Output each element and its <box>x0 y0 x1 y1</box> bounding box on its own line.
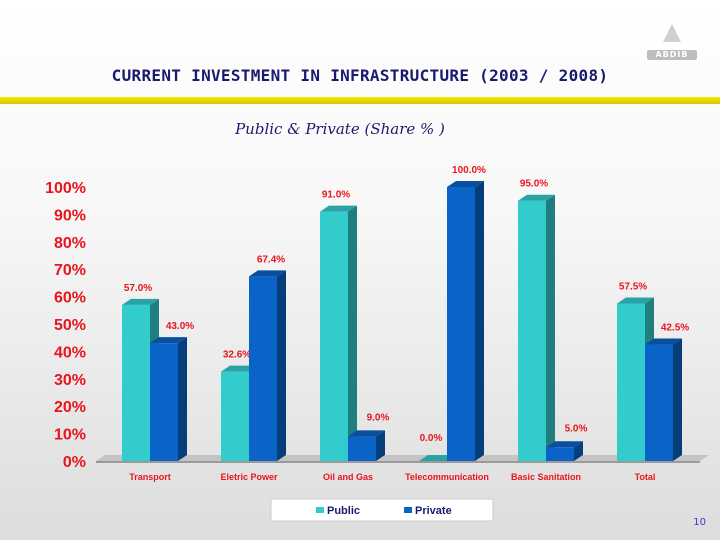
bar-side <box>475 181 484 461</box>
legend-label-public: Public <box>327 505 360 517</box>
data-label: 57.5% <box>619 281 647 292</box>
legend-box <box>270 498 494 522</box>
bar-front <box>645 344 673 461</box>
data-label: 67.4% <box>257 254 285 265</box>
bar-front <box>320 211 348 461</box>
legend-swatch-private <box>404 507 412 513</box>
y-tick-label: 40% <box>54 344 86 361</box>
y-tick-label: 50% <box>54 317 86 334</box>
bar-top <box>150 337 187 344</box>
legend-label-private: Private <box>415 505 452 517</box>
bar-public-4 <box>518 194 555 461</box>
bar-top <box>546 441 583 448</box>
y-tick-label: 10% <box>54 427 86 444</box>
bar-top <box>447 181 484 187</box>
bar-side <box>178 337 187 461</box>
logo-text: ABDIB <box>655 50 689 59</box>
bar-top <box>221 365 258 372</box>
bar-private-4 <box>546 441 583 461</box>
legend-swatch-public <box>316 507 324 513</box>
page-number: 10 <box>693 517 706 528</box>
data-label: 0.0% <box>420 433 443 444</box>
abdib-logo <box>647 12 697 60</box>
y-tick-label: 20% <box>54 399 86 416</box>
bar-front <box>221 371 249 461</box>
bar-top <box>518 194 555 201</box>
bar-top <box>617 297 654 304</box>
bar-top <box>249 270 286 277</box>
y-tick-label: 80% <box>54 235 86 252</box>
bar-side <box>376 430 385 461</box>
bar-private-2 <box>348 430 385 461</box>
bar-top <box>419 455 456 461</box>
y-tick-label: 90% <box>54 207 86 224</box>
bar-private-5 <box>645 338 682 461</box>
x-tick-label: Telecommunication <box>405 472 489 482</box>
title-divider <box>0 97 720 104</box>
data-label: 91.0% <box>322 190 350 201</box>
bar-side <box>277 270 286 461</box>
bar-side <box>546 194 555 461</box>
chart-subtitle: Public & Private (Share % ) <box>235 120 445 138</box>
bar-top <box>348 430 385 437</box>
x-tick-label: Basic Sanitation <box>511 472 581 482</box>
x-tick-label: Transport <box>129 472 171 482</box>
x-tick-label: Oil and Gas <box>323 472 373 482</box>
bar-private-1 <box>249 270 286 461</box>
data-label: 42.5% <box>661 323 689 334</box>
y-tick-label: 70% <box>54 262 86 279</box>
bar-front <box>249 276 277 461</box>
bar-front <box>546 447 574 461</box>
bar-public-3 <box>419 455 456 461</box>
x-tick-label: Total <box>635 472 656 482</box>
data-label: 100.0% <box>452 165 486 176</box>
bar-front <box>617 303 645 461</box>
bar-front <box>122 304 150 461</box>
data-label: 43.0% <box>166 321 194 332</box>
y-tick-label: 30% <box>54 372 86 389</box>
data-label: 5.0% <box>565 423 588 434</box>
bar-public-2 <box>320 205 357 461</box>
bar-front <box>518 200 546 461</box>
bar-chart: 0% 10% 20% 30% 40% 50% 60% 70% 80% 90% 100% 57.0% 43… <box>45 165 709 522</box>
y-tick-label: 0% <box>63 454 86 471</box>
bar-front <box>348 436 376 461</box>
bar-front <box>447 187 475 461</box>
data-label: 32.6% <box>223 350 251 361</box>
bar-private-0 <box>150 337 187 461</box>
chart-legend: Public Private <box>270 498 494 522</box>
bar-side <box>574 441 583 461</box>
y-tick-label: 100% <box>45 180 86 197</box>
bar-top <box>645 338 682 345</box>
bar-side <box>673 338 682 461</box>
bar-top <box>122 298 159 305</box>
chart-floor <box>96 461 700 463</box>
y-tick-label: 60% <box>54 290 86 307</box>
bar-side <box>348 205 357 461</box>
data-label: 57.0% <box>124 283 152 294</box>
bar-front <box>150 343 178 461</box>
bar-private-3 <box>447 181 484 461</box>
x-tick-label: Eletric Power <box>220 472 278 482</box>
page-title: CURRENT INVESTMENT IN INFRASTRUCTURE (20… <box>111 66 609 85</box>
data-label: 95.0% <box>520 179 548 190</box>
bar-top <box>320 205 357 212</box>
data-label: 9.0% <box>367 412 390 423</box>
